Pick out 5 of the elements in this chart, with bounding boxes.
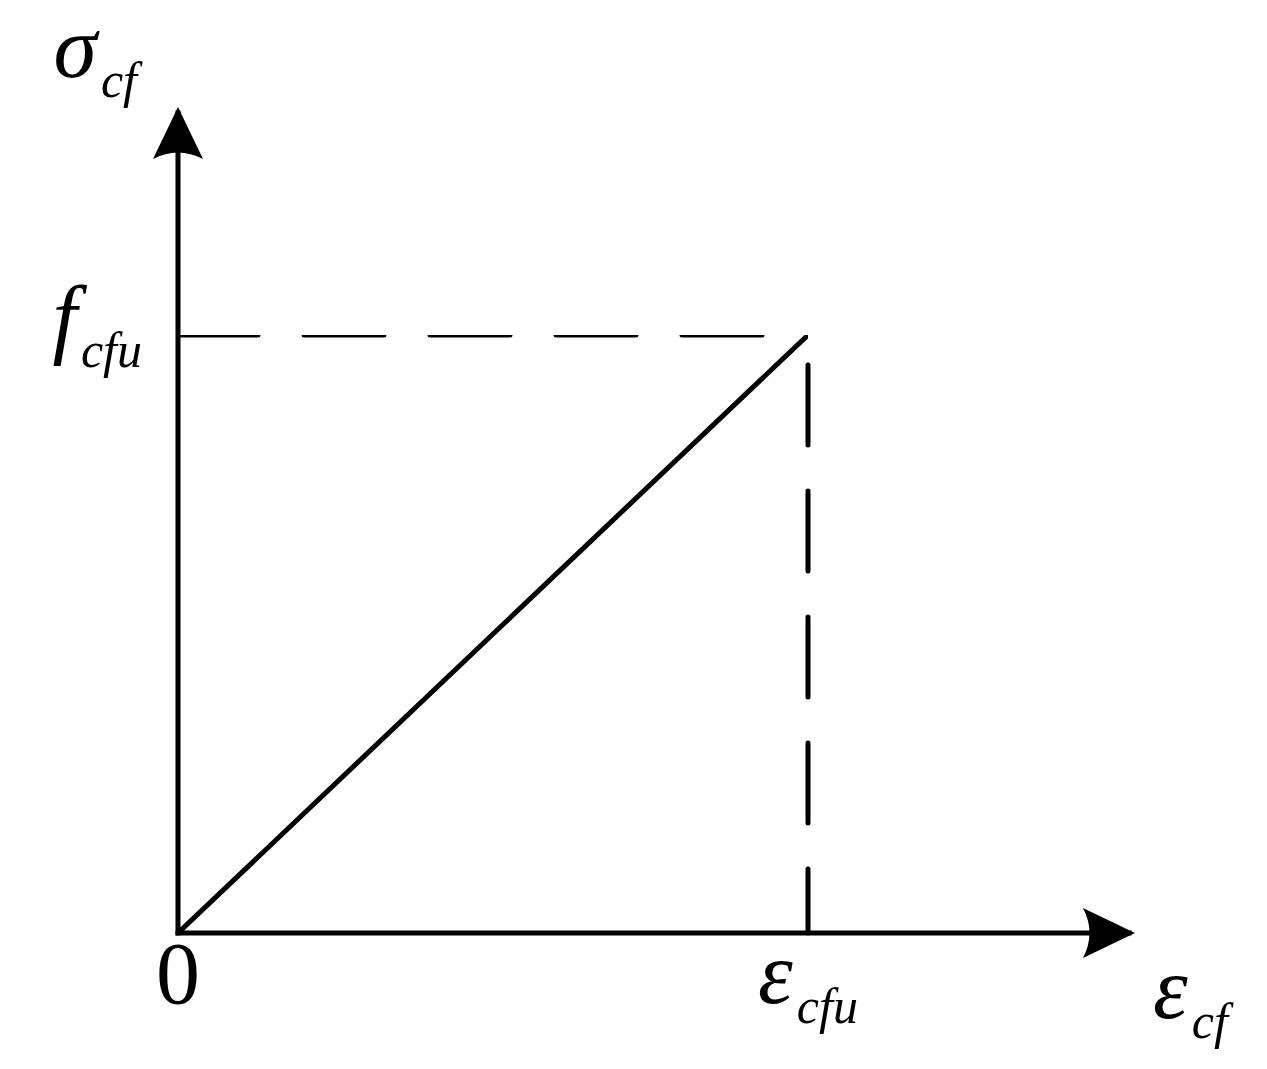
series-label: f$_{cfu}$ (52, 269, 142, 378)
x-axis-title: ε$_{cf}$ (1153, 940, 1234, 1049)
x-tick-label: ε$_{cfu}$ (758, 925, 858, 1034)
x-tick-label: 0 (156, 925, 200, 1022)
y-axis-title: σ$_{cf}$ (53, 0, 144, 108)
